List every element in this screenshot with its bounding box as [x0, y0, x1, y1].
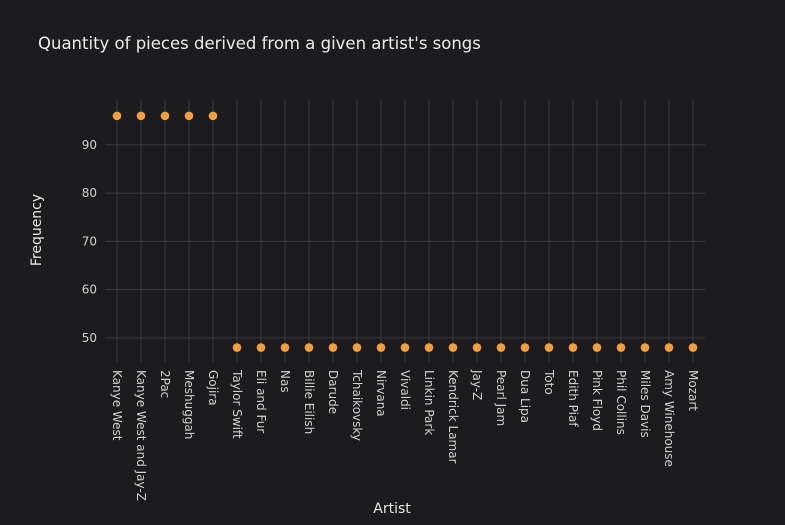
y-tick-label: 90 — [82, 138, 97, 152]
x-tick-label: Phil Collins — [614, 370, 628, 435]
x-tick-label: Amy Winehouse — [662, 370, 676, 467]
data-point — [448, 343, 458, 352]
x-tick-label: Tchaikovsky — [350, 369, 364, 441]
data-point — [160, 111, 170, 121]
x-tick-label: Vivaldi — [398, 370, 412, 410]
data-point — [136, 111, 146, 121]
y-tick-label: 80 — [82, 186, 97, 200]
data-point — [208, 111, 218, 121]
data-point — [112, 111, 122, 121]
data-point — [280, 343, 290, 352]
data-point — [424, 343, 434, 352]
data-point — [352, 343, 362, 352]
x-tick-label: Nas — [278, 370, 292, 393]
data-point — [664, 343, 674, 352]
x-tick-label: Pearl Jam — [494, 370, 508, 426]
data-point — [328, 343, 338, 352]
x-tick-label: Kendrick Lamar — [446, 370, 460, 464]
x-tick-label: Nirvana — [374, 370, 388, 417]
x-axis-ticks: Kanye West Kanye West and Jay-Z 2Pac Meshug… — [110, 369, 700, 501]
data-point — [184, 111, 194, 121]
data-point — [688, 343, 698, 352]
y-tick-label: 70 — [82, 234, 97, 248]
x-tick-label: Darude — [326, 370, 340, 414]
x-tick-label: Kanye West — [110, 370, 124, 441]
data-point — [568, 343, 578, 352]
x-tick-label: Pink Floyd — [590, 370, 604, 431]
x-tick-label: Mozart — [686, 370, 700, 411]
y-axis-ticks: 50 60 70 80 90 — [82, 138, 97, 345]
data-point — [520, 343, 530, 352]
x-tick-label: Linkin Park — [422, 370, 436, 435]
x-tick-label: Meshuggah — [182, 370, 196, 439]
x-tick-label: Edith Piaf — [566, 370, 580, 427]
data-point — [496, 343, 506, 352]
data-point — [256, 343, 266, 352]
data-points — [112, 111, 698, 352]
x-tick-label: Miles Davis — [638, 370, 652, 438]
y-tick-label: 50 — [82, 331, 97, 345]
grid — [105, 99, 705, 362]
x-tick-label: Gojira — [206, 370, 220, 406]
x-tick-label: Eli and Fur — [254, 370, 268, 433]
data-point — [616, 343, 626, 352]
data-point — [472, 343, 482, 352]
y-tick-label: 60 — [82, 283, 97, 297]
data-point — [592, 343, 602, 352]
x-tick-label: Taylor Swift — [230, 369, 244, 439]
data-point — [304, 343, 314, 352]
x-tick-label: Jay-Z — [470, 369, 484, 400]
x-tick-label: Dua Lipa — [518, 370, 532, 423]
x-tick-label: 2Pac — [158, 370, 172, 398]
x-tick-label: Toto — [542, 369, 556, 395]
data-point — [400, 343, 410, 352]
data-point — [376, 343, 386, 352]
x-tick-label: Billie Eilish — [302, 370, 316, 434]
y-axis-label: Frequency — [29, 194, 45, 266]
chart-title: Quantity of pieces derived from a given … — [38, 34, 481, 53]
data-point — [544, 343, 554, 352]
data-point — [232, 343, 242, 352]
x-tick-label: Kanye West and Jay-Z — [134, 370, 148, 501]
data-point — [640, 343, 650, 352]
x-axis-label: Artist — [373, 501, 411, 517]
